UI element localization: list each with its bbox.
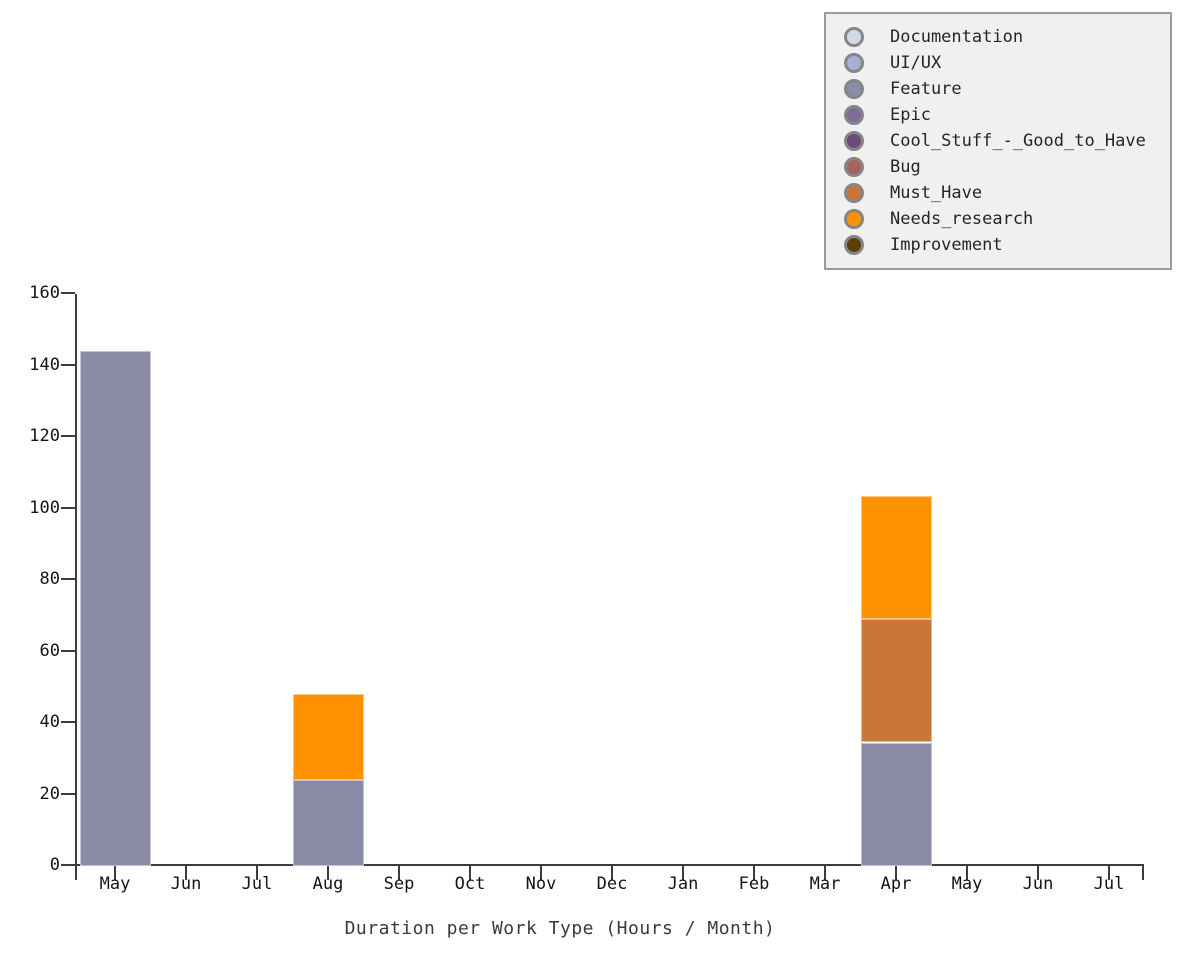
legend-item-label: Documentation — [890, 27, 1024, 47]
y-tick — [61, 578, 75, 580]
x-tick — [1108, 866, 1110, 880]
legend-marker-icon — [844, 131, 864, 151]
x-tick — [682, 866, 684, 880]
x-tick-label: Jan — [667, 874, 699, 894]
x-tick — [185, 866, 187, 880]
legend-item: Documentation — [826, 24, 1170, 50]
y-tick — [61, 649, 75, 652]
y-tick-label: 160 — [29, 283, 60, 303]
legend-marker-icon — [844, 209, 864, 229]
legend-item-label: Must_Have — [890, 183, 983, 203]
x-tick — [114, 866, 116, 880]
bar-segment — [861, 496, 932, 619]
bar-segment — [861, 743, 932, 866]
legend-marker-icon — [844, 53, 864, 73]
x-tick-label: Aug — [312, 874, 344, 894]
y-tick — [61, 363, 75, 366]
x-axis-end-tick — [75, 866, 77, 880]
legend-item-label: Epic — [890, 105, 931, 125]
y-tick — [61, 864, 75, 866]
legend-item-label: Bug — [890, 157, 921, 177]
legend-item-label: Feature — [890, 79, 962, 99]
bar-segment — [293, 694, 364, 780]
legend-marker-icon — [844, 105, 864, 125]
x-tick-label: Oct — [454, 874, 486, 894]
x-tick — [1037, 866, 1039, 880]
x-tick — [398, 866, 400, 880]
y-axis-line — [75, 294, 77, 868]
x-axis-line — [75, 864, 1144, 866]
legend-marker-icon — [844, 27, 864, 47]
y-tick-label: 80 — [39, 569, 60, 589]
x-tick-label: Dec — [596, 874, 628, 894]
y-tick-label: 0 — [49, 855, 60, 875]
x-tick — [327, 866, 329, 880]
legend-item-label: Cool_Stuff_-_Good_to_Have — [890, 131, 1146, 151]
y-tick-label: 120 — [29, 426, 60, 446]
legend-marker-icon — [844, 235, 864, 255]
x-tick-label: Feb — [738, 874, 770, 894]
legend-item: UI/UX — [826, 50, 1170, 76]
y-tick — [61, 435, 75, 437]
legend-marker-icon — [844, 157, 864, 177]
y-tick-label: 60 — [39, 640, 60, 661]
legend-item: Improvement — [826, 232, 1170, 258]
legend-marker-icon — [844, 79, 864, 99]
x-tick — [611, 866, 613, 880]
y-tick — [61, 721, 75, 723]
legend-item: Bug — [826, 154, 1170, 180]
x-tick — [540, 866, 542, 880]
legend-marker-icon — [844, 183, 864, 203]
x-tick — [966, 866, 968, 880]
x-tick — [895, 866, 897, 880]
bar-segment — [80, 351, 151, 866]
x-tick — [824, 866, 826, 880]
y-tick-label: 140 — [29, 354, 60, 375]
x-tick-label: Sep — [383, 874, 415, 894]
x-tick — [256, 866, 258, 880]
legend-item-label: Improvement — [890, 235, 1003, 255]
x-tick-label: Jul — [1093, 874, 1125, 894]
x-tick-label: May — [99, 874, 131, 894]
x-tick-label: Jun — [170, 874, 202, 894]
legend-item-label: Needs_research — [890, 209, 1034, 229]
legend-item: Cool_Stuff_-_Good_to_Have — [826, 128, 1170, 154]
legend-box: Documentation UI/UX Feature Epic Cool_Stuff_… — [824, 12, 1172, 270]
bar-segment — [861, 619, 932, 742]
x-tick-label: May — [951, 874, 983, 894]
y-tick — [61, 792, 75, 795]
legend-item: Needs_research — [826, 206, 1170, 232]
x-tick-label: Jun — [1022, 874, 1054, 894]
y-tick — [61, 506, 75, 509]
legend-item-label: UI/UX — [890, 53, 942, 73]
y-tick-label: 20 — [39, 783, 60, 804]
x-tick-label: Apr — [880, 874, 912, 894]
bar-segment — [293, 780, 364, 866]
y-tick-label: 40 — [39, 712, 60, 732]
x-tick — [753, 866, 755, 880]
x-axis-title: Duration per Work Type (Hours / Month) — [344, 918, 776, 939]
legend-item: Feature — [826, 76, 1170, 102]
x-axis-end-tick — [1142, 866, 1144, 880]
y-tick — [61, 292, 75, 294]
legend-item: Must_Have — [826, 180, 1170, 206]
legend-item: Epic — [826, 102, 1170, 128]
y-tick-label: 100 — [29, 497, 60, 518]
x-tick-label: Jul — [241, 874, 273, 894]
x-tick — [469, 866, 471, 880]
x-tick-label: Nov — [525, 874, 557, 894]
x-tick-label: Mar — [809, 874, 841, 894]
